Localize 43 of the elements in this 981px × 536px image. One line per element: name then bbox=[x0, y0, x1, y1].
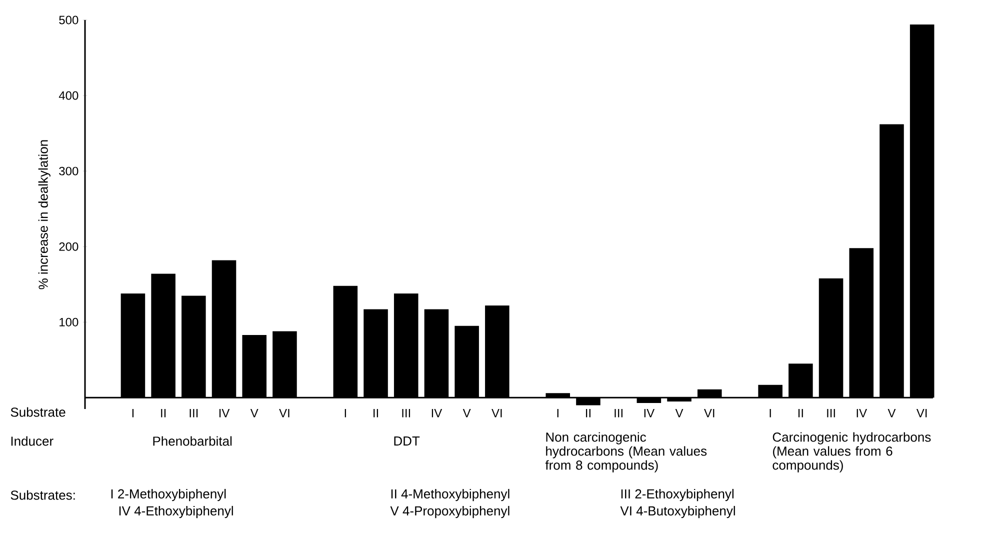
x-tick-label: VI bbox=[279, 409, 290, 418]
x-tick-label: II bbox=[586, 409, 590, 418]
text: V 4-Propoxybiphenyl bbox=[390, 506, 510, 518]
y-tick-label: 100 bbox=[60, 318, 78, 326]
text: VI 4-Butoxybiphenyl bbox=[620, 506, 735, 518]
x-tick-label: III bbox=[402, 409, 410, 418]
x-tick-label: VI bbox=[916, 409, 927, 418]
text: Inducer bbox=[11, 436, 54, 446]
x-tick-label: III bbox=[190, 409, 198, 418]
text: III 2-Ethoxybiphenyl bbox=[621, 488, 734, 502]
x-tick-label: II bbox=[374, 409, 378, 418]
x-tick-label: I bbox=[132, 409, 134, 418]
text: I 2-Methoxybiphenyl bbox=[111, 488, 226, 502]
y-tick-label: 300 bbox=[59, 166, 78, 176]
x-tick-label: IV bbox=[432, 409, 442, 418]
x-tick-label: IV bbox=[856, 409, 868, 418]
x-tick-label: III bbox=[614, 409, 622, 418]
x-tick-label: IV bbox=[219, 409, 230, 418]
x-tick-label: III bbox=[827, 409, 835, 418]
y-tick-label: 500 bbox=[59, 16, 78, 24]
y-tick-label: 400 bbox=[58, 91, 78, 100]
x-tick-label: I bbox=[344, 409, 346, 418]
x-tick-label: V bbox=[888, 409, 896, 418]
x-tick-label: V bbox=[462, 409, 471, 418]
x-tick-label: II bbox=[161, 409, 166, 418]
x-tick-label: VI bbox=[492, 409, 502, 418]
x-tick-label: I bbox=[770, 409, 771, 418]
text: IV 4-Ethoxybiphenyl bbox=[119, 506, 233, 518]
text: Non carcinogenic hydrocarbons (Mean values from 8 compounds) bbox=[545, 432, 707, 472]
text: Carcinogenic hydrocarbons (Mean values from 6 compounds) bbox=[772, 432, 931, 472]
x-tick-label: II bbox=[798, 409, 803, 418]
y-tick-label: 200 bbox=[59, 242, 78, 251]
x-tick-label: V bbox=[250, 409, 258, 418]
y-axis-title: % increase in dealkylation bbox=[38, 140, 50, 290]
x-tick-label: VI bbox=[704, 409, 714, 418]
text: Phenobarbital bbox=[153, 436, 232, 446]
text: Substrates: bbox=[10, 490, 75, 500]
text: Substrate bbox=[10, 407, 66, 417]
x-tick-label: I bbox=[557, 409, 558, 418]
x-tick-label: IV bbox=[644, 409, 655, 418]
text: DDT bbox=[394, 436, 420, 446]
x-tick-label: V bbox=[675, 409, 684, 418]
text: II 4-Methoxybiphenyl bbox=[391, 488, 510, 502]
